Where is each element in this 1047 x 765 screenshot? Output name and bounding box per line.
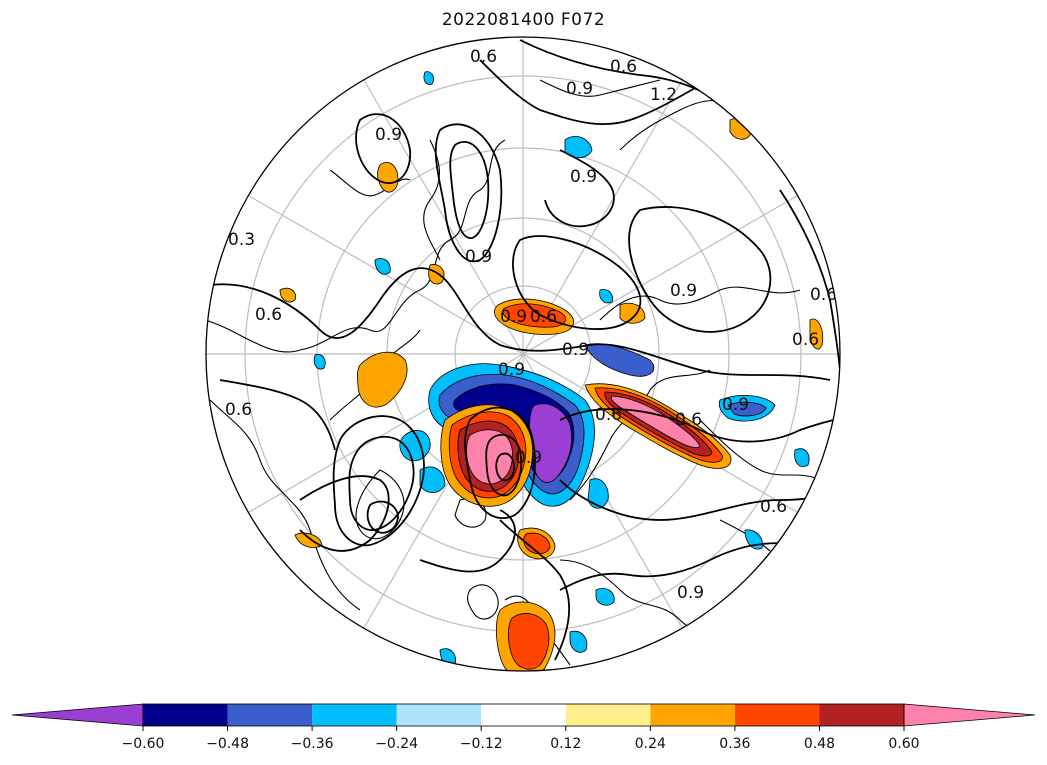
contour-label: 0.6 [595, 405, 622, 425]
contour-label: 0.6 [530, 307, 557, 327]
contour-label: 0.6 [255, 305, 282, 325]
contour-label: 0.9 [670, 281, 697, 301]
colorbar: −0.60 −0.48 −0.36 −0.24 −0.12 0.12 0.24 0.36 0.4… [11, 703, 1036, 752]
colorbar-tick-label: 0.24 [635, 736, 666, 752]
contour-label: 0.9 [570, 167, 597, 187]
contour-label: 0.9 [515, 448, 542, 468]
contour-label: 0.9 [566, 79, 593, 99]
contour-label: 0.6 [470, 47, 497, 67]
contour-labels: 0.6 0.6 0.9 1.2 0.9 0.9 0.9 0.9 0.9 0.9 … [225, 47, 837, 603]
contour-label: 0.6 [610, 57, 637, 77]
colorbar-segment [227, 704, 313, 726]
polar-map: 0.6 0.6 0.9 1.2 0.9 0.9 0.9 0.9 0.9 0.9 … [205, 36, 841, 672]
contour-label: 0.6 [792, 330, 819, 350]
colorbar-segment [565, 704, 651, 726]
contour-label: 0.9 [562, 340, 589, 360]
colorbar-tick-label: 0.12 [550, 736, 581, 752]
colorbar-segment [312, 704, 397, 726]
colorbar-tick-label: −0.48 [206, 736, 249, 752]
map-title: 2022081400 F072 [441, 10, 606, 30]
colorbar-extend-high [903, 703, 1036, 727]
contour-label: 0.3 [228, 230, 255, 250]
meridians [206, 37, 840, 671]
colorbar-tick-label: −0.36 [291, 736, 334, 752]
contour-label: 0.9 [722, 395, 749, 415]
contour-label: 0.9 [498, 360, 525, 380]
contour-label: 0.9 [500, 307, 527, 327]
colorbar-segment [481, 704, 566, 726]
colorbar-tick-label: −0.60 [122, 736, 165, 752]
contour-label: 1.2 [650, 85, 677, 105]
colorbar-tick-label: −0.24 [375, 736, 418, 752]
contour-label: 0.9 [465, 247, 492, 267]
contour-label: 0.6 [225, 400, 252, 420]
colorbar-extend-low [11, 703, 144, 727]
colorbar-segment [143, 704, 228, 726]
contour-label: 0.6 [810, 285, 837, 305]
contour-label: 0.9 [375, 125, 402, 145]
colorbar-segment [734, 704, 820, 726]
colorbar-segment [396, 704, 482, 726]
colorbar-segment [650, 704, 735, 726]
contour-label: 0.6 [675, 410, 702, 430]
colorbar-tick-label: 0.48 [804, 736, 835, 752]
coastlines [206, 79, 821, 666]
colorbar-tick-label: 0.36 [719, 736, 750, 752]
contour-label: 0.6 [760, 497, 787, 517]
contour-label: 0.9 [677, 583, 704, 603]
colorbar-tick-label: 0.60 [888, 736, 919, 752]
colorbar-tick-label: −0.12 [460, 736, 503, 752]
colorbar-segment [819, 704, 904, 726]
map-boundary [205, 36, 841, 672]
colorbar-outline [142, 703, 905, 727]
